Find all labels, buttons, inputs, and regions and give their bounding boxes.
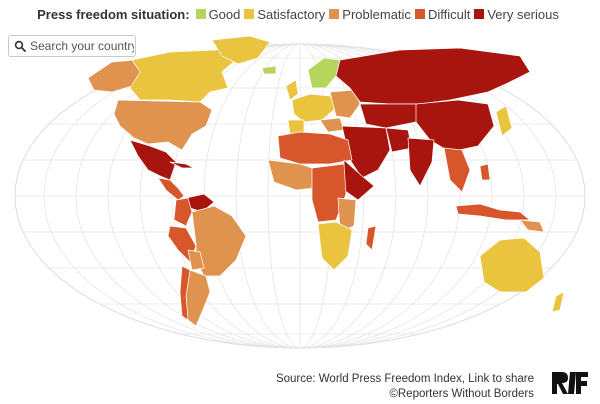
source-text: Source: World Press Freedom Index, <box>275 373 465 385</box>
legend-title: Press freedom situation: <box>37 6 190 22</box>
search-icon <box>14 40 26 52</box>
legend-swatch-difficult <box>414 9 425 19</box>
region-southern-africa[interactable] <box>317 221 353 271</box>
source-line: Source: World Press Freedom Index, Link … <box>276 372 534 387</box>
legend-swatch-good <box>195 9 206 19</box>
region-central-africa[interactable] <box>311 163 347 223</box>
region-greenland[interactable] <box>211 35 271 65</box>
legend-swatch-problematic <box>329 9 340 19</box>
region-southeast-asia[interactable] <box>443 147 471 193</box>
copyright-text: ©Reporters Without Borders <box>389 388 534 400</box>
region-russia[interactable] <box>335 47 531 105</box>
region-bolivia[interactable] <box>187 249 205 271</box>
legend-swatch-satisfactory <box>244 9 255 19</box>
source-note: Source: World Press Freedom Index, Link … <box>276 372 534 402</box>
region-east-africa[interactable] <box>337 197 357 233</box>
region-chile[interactable] <box>179 265 191 321</box>
legend-label-difficult: Difficult <box>427 6 471 22</box>
legend-label-good: Good <box>208 6 241 22</box>
region-cuba[interactable] <box>169 161 195 169</box>
region-china[interactable] <box>415 99 495 153</box>
region-india[interactable] <box>407 137 435 187</box>
region-usa[interactable] <box>113 99 213 151</box>
legend-item-very-serious[interactable]: Very serious <box>474 7 559 22</box>
region-indonesia[interactable] <box>455 203 531 221</box>
map-graticule <box>15 44 585 348</box>
region-north-africa[interactable] <box>277 131 353 165</box>
legend-label-very-serious: Very serious <box>487 6 559 22</box>
region-central-asia[interactable] <box>359 103 421 129</box>
legend-swatch-very-serious <box>474 9 485 19</box>
region-korea-japan[interactable] <box>495 105 513 137</box>
legend-item-good[interactable]: Good <box>195 6 241 22</box>
world-map[interactable] <box>0 30 600 366</box>
region-australia[interactable] <box>479 237 545 293</box>
region-madagascar[interactable] <box>365 225 377 251</box>
region-iceland[interactable] <box>261 65 277 75</box>
legend-item-satisfactory[interactable]: Satisfactory <box>244 7 325 22</box>
region-uk[interactable] <box>285 79 299 101</box>
region-western-europe[interactable] <box>291 93 337 123</box>
legend: Press freedom situation: Good Satisfacto… <box>0 4 600 24</box>
legend-label-satisfactory: Satisfactory <box>257 6 326 22</box>
region-central-america[interactable] <box>157 177 185 201</box>
region-philippines[interactable] <box>479 163 491 181</box>
legend-item-problematic[interactable]: Problematic <box>329 7 411 22</box>
legend-label-problematic: Problematic <box>342 6 411 22</box>
region-eastern-europe[interactable] <box>329 89 361 119</box>
region-new-zealand[interactable] <box>551 291 565 313</box>
region-papua-new-guinea[interactable] <box>519 219 545 233</box>
search-input[interactable] <box>30 39 134 53</box>
share-link[interactable]: Link to share <box>468 373 534 385</box>
search-box[interactable] <box>8 35 136 57</box>
legend-item-difficult[interactable]: Difficult <box>414 6 471 22</box>
region-colombia[interactable] <box>173 197 193 227</box>
rsf-logo <box>548 368 590 398</box>
